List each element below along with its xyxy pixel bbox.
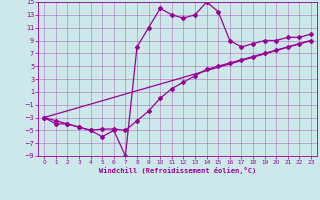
- X-axis label: Windchill (Refroidissement éolien,°C): Windchill (Refroidissement éolien,°C): [99, 167, 256, 174]
